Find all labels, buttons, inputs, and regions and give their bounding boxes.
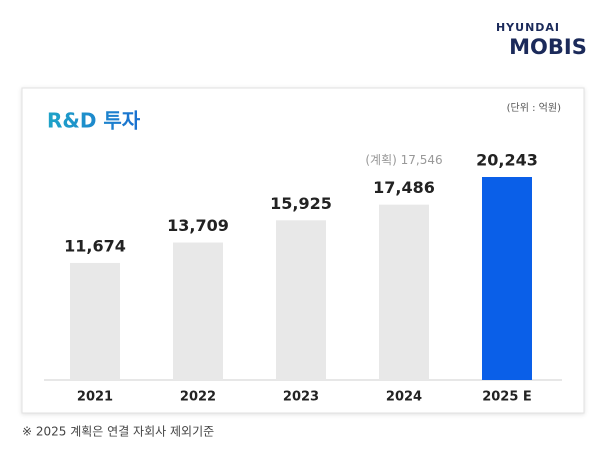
bar [276,220,326,380]
x-tick-label: 2021 [77,390,113,405]
x-tick-label: 2023 [283,390,319,405]
value-label: 13,709 [167,216,229,235]
value-label: 17,486 [373,178,435,197]
bar [482,177,532,380]
x-tick-label: 2024 [386,390,422,405]
x-tick-label: 2025 E [482,390,532,405]
value-label: 15,925 [270,194,332,213]
value-label: 11,674 [64,236,126,255]
bar [173,242,223,380]
chart-title: R&D 투자 [47,109,141,133]
value-label: 20,243 [476,151,538,170]
logo-brand: HYUNDAI [496,21,560,34]
x-tick-label: 2022 [180,390,216,405]
bar [379,204,429,380]
footnote: ※ 2025 계획은 연결 자회사 제외기준 [22,425,214,439]
unit-label: (단위 : 억원) [507,101,561,114]
annotation: (계획) 17,546 [365,153,442,167]
bar [70,262,120,380]
logo-name: MOBIS [509,35,587,59]
